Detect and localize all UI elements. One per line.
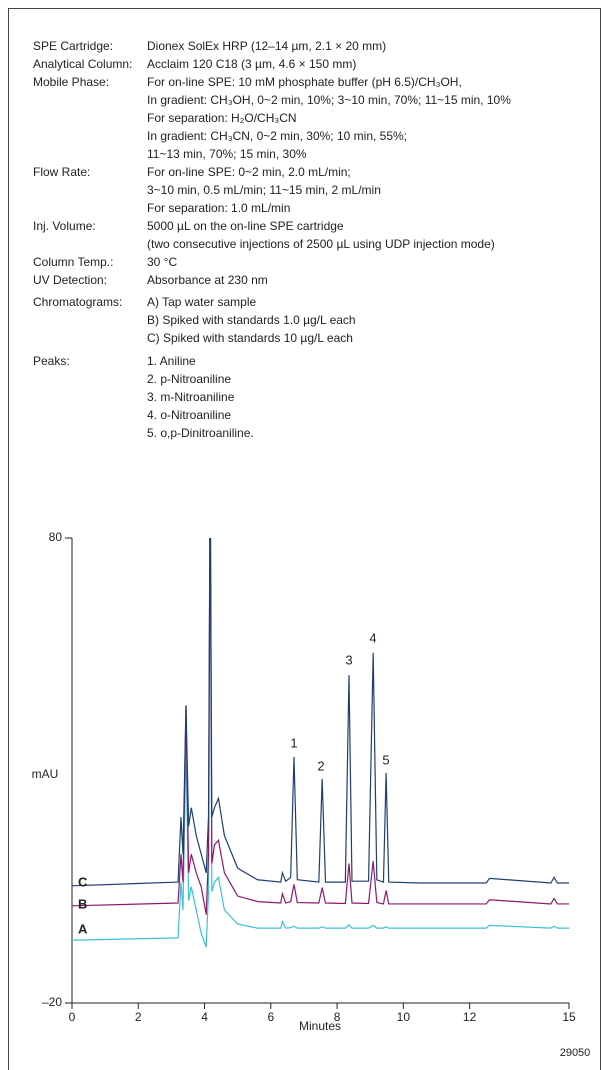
x-tick-label: 6 (267, 1010, 274, 1024)
condition-value: For on-line SPE: 10 mM phosphate buffer … (147, 75, 462, 89)
peak-label: 5 (382, 752, 389, 767)
condition-value: In gradient: CH₃OH, 0~2 min, 10%; 3~10 m… (147, 93, 511, 107)
condition-value: 1. Aniline (147, 354, 196, 368)
plot-area (72, 538, 569, 948)
x-tick-label: 8 (334, 1010, 341, 1024)
trace (72, 538, 569, 915)
condition-value: In gradient: CH₃CN, 0~2 min, 30%; 10 min… (147, 129, 407, 143)
condition-value: 5000 µL on the on-line SPE cartridge (147, 219, 344, 233)
x-tick-label: 2 (135, 1010, 142, 1024)
condition-value: 11~13 min, 70%; 15 min, 30% (147, 147, 307, 161)
x-tick-label: 15 (562, 1010, 576, 1024)
condition-label: UV Detection: (33, 273, 107, 287)
y-tick-label: 80 (49, 530, 63, 544)
condition-value: For separation: 1.0 mL/min (147, 201, 290, 215)
condition-label: Chromatograms: (33, 295, 122, 309)
condition-label: Peaks: (33, 354, 70, 368)
condition-value: For separation: H₂O/CH₃CN (147, 111, 297, 125)
condition-value: 3. m-Nitroaniline (147, 390, 235, 404)
peak-label: 1 (290, 735, 297, 750)
condition-label: Flow Rate: (33, 165, 90, 179)
y-tick-label: –20 (42, 995, 62, 1009)
condition-value: C) Spiked with standards 10 µg/L each (147, 331, 353, 345)
condition-value: 4. o-Nitroaniline (147, 408, 231, 422)
x-tick-label: 10 (397, 1010, 411, 1024)
condition-label: SPE Cartridge: (33, 39, 113, 53)
x-tick-label: 4 (201, 1010, 208, 1024)
condition-value: Absorbance at 230 nm (147, 273, 268, 287)
x-axis-label: Minutes (299, 1019, 341, 1033)
peak-label: 4 (369, 630, 376, 645)
condition-value: A) Tap water sample (147, 295, 256, 309)
series-name: B (78, 896, 87, 911)
peak-label: 3 (345, 652, 352, 667)
condition-label: Inj. Volume: (33, 219, 96, 233)
condition-value: Dionex SolEx HRP (12–14 µm, 2.1 × 20 mm) (147, 39, 386, 53)
condition-label: Analytical Column: (33, 57, 132, 71)
y-axis-label: mAU (32, 767, 59, 781)
figure-id: 29050 (560, 1047, 591, 1059)
condition-value: B) Spiked with standards 1.0 µg/L each (147, 313, 356, 327)
series-name: C (78, 874, 88, 889)
condition-value: For on-line SPE: 0~2 min, 2.0 mL/min; (147, 165, 351, 179)
condition-value: (two consecutive injections of 2500 µL u… (147, 237, 495, 251)
peak-label: 2 (317, 758, 324, 773)
x-tick-label: 12 (463, 1010, 477, 1024)
condition-value: 3~10 min, 0.5 mL/min; 11~15 min, 2 mL/mi… (147, 183, 381, 197)
trace (72, 538, 569, 948)
x-tick-label: 0 (69, 1010, 76, 1024)
condition-value: 5. o,p-Dinitroaniline. (147, 426, 254, 440)
series-name: A (78, 921, 88, 936)
trace (72, 538, 569, 887)
condition-value: 30 °C (147, 255, 177, 269)
condition-value: Acclaim 120 C18 (3 µm, 4.6 × 150 mm) (147, 57, 356, 71)
condition-label: Column Temp.: (33, 255, 113, 269)
condition-label: Mobile Phase: (33, 75, 109, 89)
condition-value: 2. p-Nitroaniline (147, 372, 231, 386)
